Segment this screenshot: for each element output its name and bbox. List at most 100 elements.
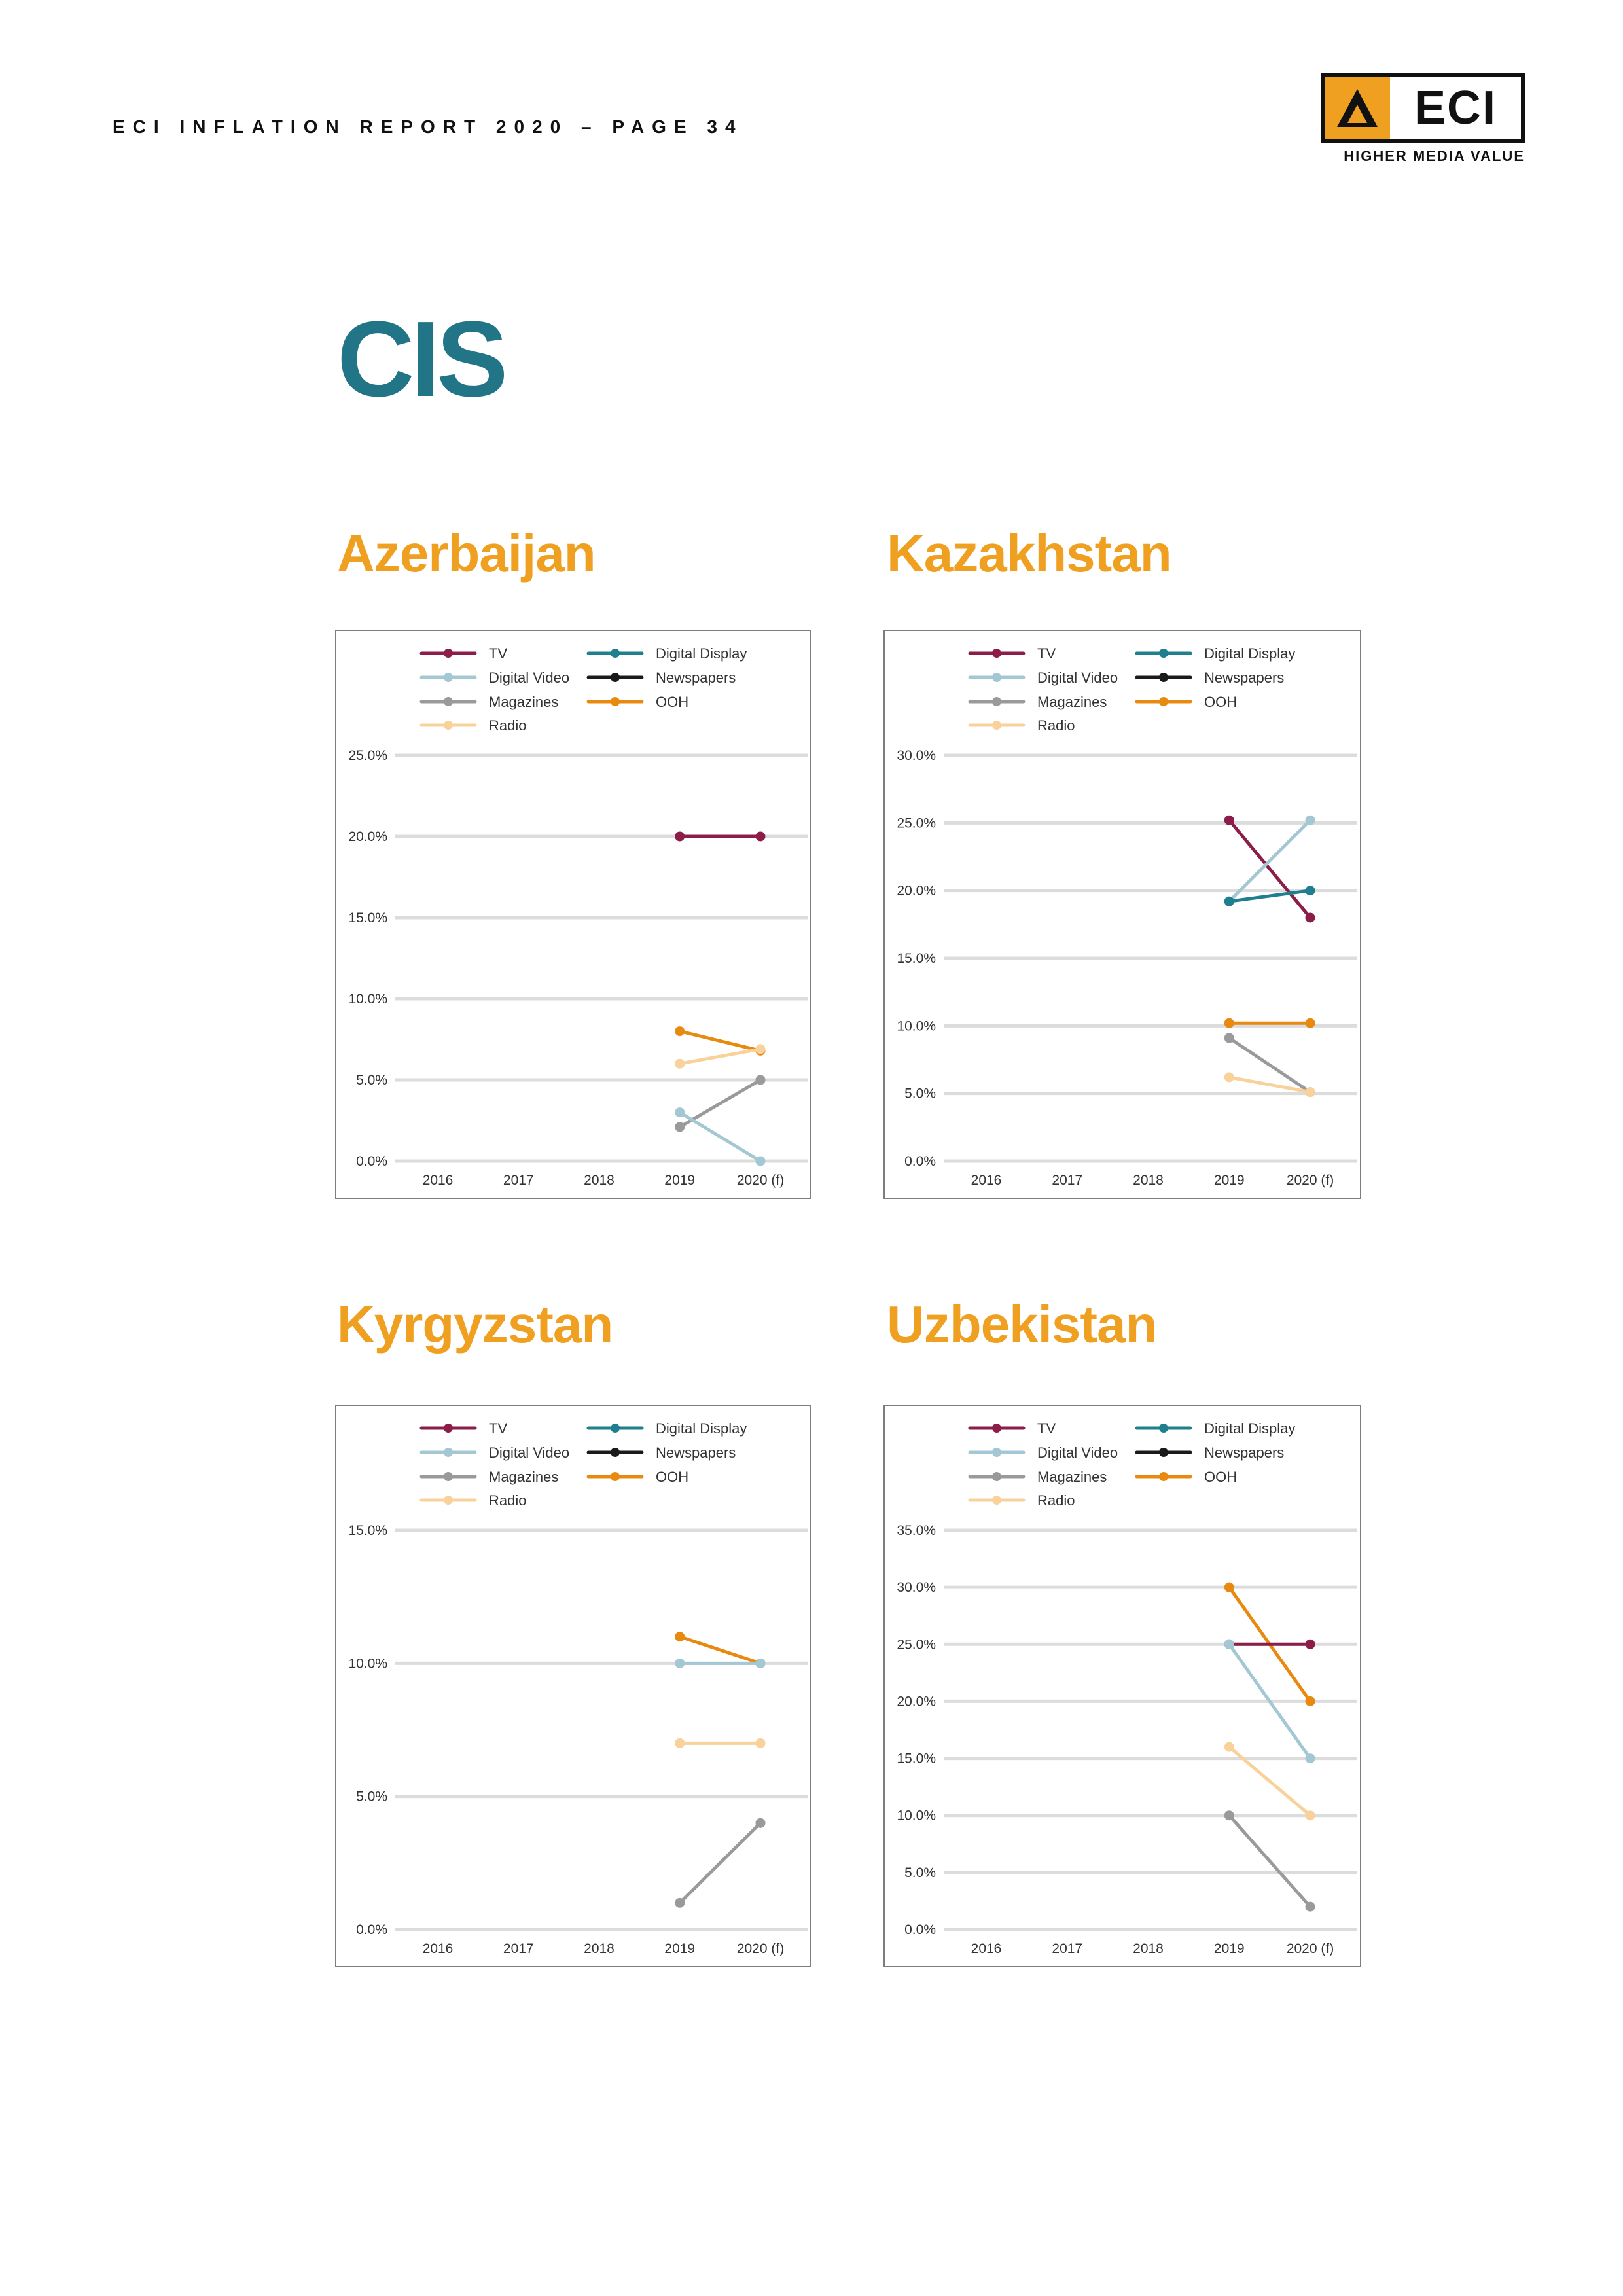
data-point-digital-video: [1305, 1753, 1315, 1764]
y-tick-label: 30.0%: [897, 1580, 936, 1595]
chart-svg-kazakhstan: TV Digital Display Digital Video Newspapers…: [897, 645, 1357, 1188]
x-tick-label: 2020 (f): [1287, 1941, 1334, 1956]
gridlines: 0.0% 5.0% 10.0% 15.0% 20.0% 25.0% 30.0% 35.0%: [897, 1523, 1357, 1937]
data-point-radio: [1224, 1742, 1234, 1752]
x-tick-label: 2018: [584, 1173, 615, 1188]
x-tick-label: 2017: [503, 1941, 534, 1956]
legend-marker-tv: [444, 649, 453, 658]
legend-label-magazines: Magazines: [1037, 694, 1107, 710]
data-point-magazines: [675, 1897, 685, 1908]
chart-title-uzbekistan: Uzbekistan: [887, 1295, 1157, 1354]
legend-label-tv: TV: [1037, 1420, 1056, 1437]
series-line-digital-video: [1227, 818, 1312, 903]
x-tick-label: 2020 (f): [737, 1941, 784, 1956]
legend-marker-magazines: [444, 697, 453, 706]
data-point-tv: [755, 831, 766, 842]
legend-marker-magazines: [992, 697, 1001, 706]
data-point-radio: [675, 1058, 685, 1069]
data-point-digital-video: [675, 1107, 685, 1118]
legend-item-radio: Radio: [419, 1492, 526, 1509]
y-tick-label: 30.0%: [897, 748, 936, 763]
data-point-ooh: [675, 1632, 685, 1642]
series-group: [1224, 815, 1315, 1098]
legend-item-magazines: Magazines: [968, 694, 1107, 710]
data-point-magazines: [1224, 1033, 1234, 1043]
series-tv: [1224, 815, 1315, 923]
gridlines: 0.0% 5.0% 10.0% 15.0% 20.0% 25.0% 30.0%: [897, 748, 1357, 1169]
data-point-ooh: [1305, 1696, 1315, 1706]
legend-label-radio: Radio: [1037, 717, 1075, 734]
x-tick-label: 2019: [664, 1941, 695, 1956]
legend-item-digital-display: Digital Display: [586, 1420, 747, 1437]
legend-label-radio: Radio: [1037, 1492, 1075, 1509]
series-group: [1224, 1582, 1315, 1912]
series-radio: [1224, 1742, 1315, 1821]
legend-marker-radio: [444, 1496, 453, 1505]
legend-marker-newspapers: [611, 1448, 620, 1457]
legend-label-ooh: OOH: [1204, 694, 1237, 710]
series-digital-video: [675, 1107, 766, 1166]
x-tick-label: 2018: [1133, 1941, 1164, 1956]
chart-svg-kyrgyzstan: TV Digital Display Digital Video Newspapers…: [348, 1420, 808, 1956]
x-tick-label: 2020 (f): [1287, 1173, 1334, 1188]
series-line-ooh: [678, 1635, 762, 1665]
legend-item-radio: Radio: [419, 717, 526, 734]
series-line-radio: [1227, 1075, 1312, 1094]
data-point-tv: [1224, 815, 1234, 825]
legend-marker-digital-display: [611, 1424, 620, 1433]
legend-item-newspapers: Newspapers: [586, 670, 736, 686]
legend-marker-digital-video: [444, 1448, 453, 1457]
data-point-radio: [755, 1738, 766, 1748]
data-point-magazines: [1224, 1810, 1234, 1821]
legend-label-ooh: OOH: [656, 1469, 688, 1485]
series-line-radio: [1227, 1745, 1312, 1818]
legend-label-digital-display: Digital Display: [1204, 645, 1295, 662]
legend-marker-newspapers: [611, 673, 620, 682]
series-line-tv: [1227, 818, 1312, 920]
legend-item-radio: Radio: [968, 1492, 1075, 1509]
logo-triangle-icon: [1325, 77, 1390, 139]
y-tick-label: 0.0%: [356, 1922, 387, 1937]
legend-marker-magazines: [444, 1472, 453, 1481]
legend-marker-newspapers: [1159, 1448, 1168, 1457]
series-digital-video: [675, 1658, 766, 1668]
series-group: [675, 1632, 766, 1908]
x-tick-label: 2017: [1052, 1173, 1082, 1188]
legend-label-digital-video: Digital Video: [1037, 1444, 1118, 1461]
legend-label-tv: TV: [489, 1420, 507, 1437]
y-tick-label: 25.0%: [897, 816, 936, 831]
y-tick-label: 10.0%: [897, 1018, 936, 1033]
data-point-tv: [675, 831, 685, 842]
legend-label-radio: Radio: [489, 717, 526, 734]
legend-item-digital-video: Digital Video: [968, 1444, 1118, 1461]
legend-label-radio: Radio: [489, 1492, 526, 1509]
legend-label-magazines: Magazines: [489, 1469, 558, 1485]
data-point-digital-video: [755, 1156, 766, 1166]
legend-label-digital-video: Digital Video: [1037, 670, 1118, 686]
data-point-radio: [675, 1738, 685, 1748]
x-axis: 2016 2017 2018 2019 2020 (f): [423, 1941, 785, 1956]
y-tick-label: 15.0%: [897, 1751, 936, 1767]
chart-kazakhstan: TV Digital Display Digital Video Newspapers…: [883, 630, 1361, 1199]
legend-marker-digital-video: [992, 1448, 1001, 1457]
legend-marker-tv: [992, 1424, 1001, 1433]
legend: TV Digital Display Digital Video Newspapers…: [968, 645, 1295, 734]
series-magazines: [675, 1075, 766, 1132]
chart-kyrgyzstan: TV Digital Display Digital Video Newspapers…: [335, 1405, 812, 1967]
series-radio: [675, 1738, 766, 1748]
data-point-digital-display: [1224, 896, 1234, 906]
x-tick-label: 2019: [664, 1173, 695, 1188]
chart-title-azerbaijan: Azerbaijan: [337, 524, 596, 583]
data-point-radio: [1305, 1087, 1315, 1098]
legend-marker-radio: [444, 721, 453, 730]
x-tick-label: 2016: [971, 1941, 1002, 1956]
y-tick-label: 15.0%: [348, 1523, 387, 1538]
data-point-magazines: [1305, 1901, 1315, 1912]
data-point-radio: [1224, 1072, 1234, 1083]
legend-label-newspapers: Newspapers: [1204, 1444, 1284, 1461]
chart-azerbaijan: TV Digital Display Digital Video Newspapers…: [335, 630, 812, 1199]
series-magazines: [675, 1818, 766, 1908]
legend-label-ooh: OOH: [656, 694, 688, 710]
data-point-digital-display: [1305, 886, 1315, 896]
series-line-magazines: [1227, 1814, 1312, 1909]
